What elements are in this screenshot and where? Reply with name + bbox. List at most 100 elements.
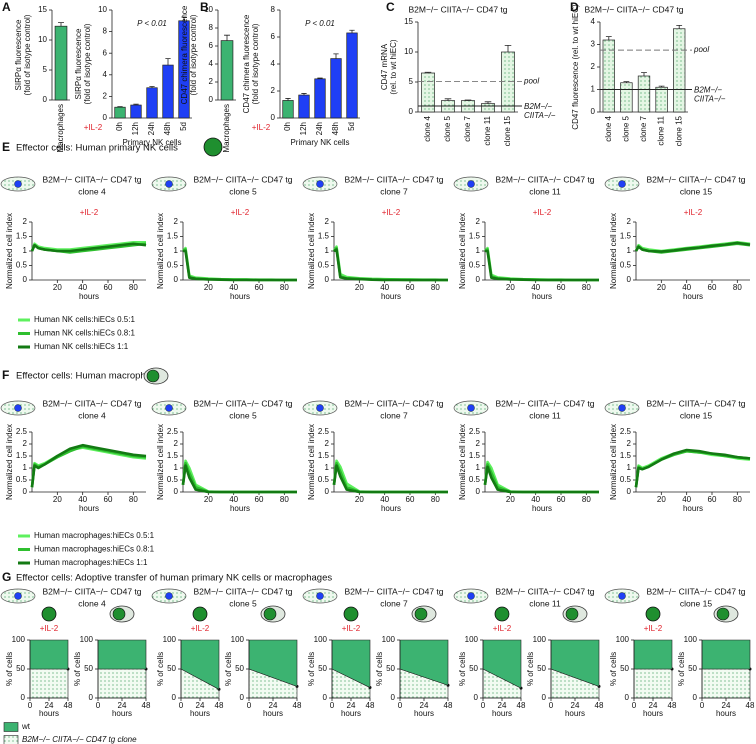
panel-letter: G <box>2 570 11 584</box>
y-tick-label: 0 <box>542 693 547 702</box>
series-line <box>181 464 297 494</box>
x-tick-label: 60 <box>104 283 113 292</box>
y-tick-label: 0 <box>209 95 214 104</box>
x-tick-label: 0h <box>283 122 292 131</box>
x-tick-label: 80 <box>280 283 289 292</box>
y-axis-label: % of cells <box>73 652 82 686</box>
y-axis-label: % of cells <box>677 652 686 686</box>
y-axis-label: SIRPα fluorescence <box>14 19 23 90</box>
y-axis-label: % of cells <box>526 652 535 686</box>
x-axis-label: hours <box>79 504 99 513</box>
error-bar <box>165 58 171 66</box>
y-tick-label: 100 <box>163 635 177 644</box>
y-tick-label: 1 <box>627 246 632 255</box>
chart-subtitle: clone 11 <box>529 186 561 196</box>
nk-cell-icon <box>203 137 223 157</box>
x-tick-label: 40 <box>229 495 238 504</box>
x-axis-label: hours <box>532 292 552 301</box>
y-tick-label: 2 <box>23 217 28 226</box>
y-tick-label: 0.5 <box>620 261 632 270</box>
y-axis-label: Normalized cell index <box>5 424 14 500</box>
annotation: P < 0.01 <box>305 19 335 28</box>
chart-title: B2M−/− CIITA−/− CD47 tg <box>344 398 443 408</box>
error-bar <box>117 106 123 108</box>
series-line <box>483 463 599 494</box>
cell-nucleus <box>316 592 324 600</box>
series-line <box>183 249 297 282</box>
y-tick-label: 0 <box>627 487 632 496</box>
y-axis-label: Normalized cell index <box>156 213 165 289</box>
x-tick-label: 40 <box>682 495 691 504</box>
y-tick-label: 0 <box>89 693 94 702</box>
section-title: Effector cells: Human macrophages <box>16 371 167 382</box>
y-axis-label: % of cells <box>307 652 316 686</box>
x-tick-label: 48 <box>215 701 224 710</box>
chart-title: B2M−/− CIITA−/− CD47 tg <box>646 586 745 596</box>
legend-label: Human NK cells:hiECs 1:1 <box>34 342 129 351</box>
series-line <box>634 241 751 253</box>
error-bar <box>317 77 323 79</box>
y-tick-label: 1.5 <box>16 451 28 460</box>
annotation: +IL-2 <box>342 624 361 633</box>
x-tick-label: 20 <box>506 495 515 504</box>
x-tick-label: 0h <box>115 122 124 131</box>
chart-subtitle: clone 7 <box>380 598 408 608</box>
y-tick-label: 100 <box>382 635 396 644</box>
x-tick-label: 60 <box>557 495 566 504</box>
area <box>97 668 147 699</box>
reference-label: CIITA−/− <box>694 95 726 104</box>
y-axis-label: CD47 fluorescence (rel. to wt hiEC) <box>571 4 580 130</box>
y-tick-label: 1.5 <box>620 232 632 241</box>
y-axis-label: CD47 chimera fluorescence <box>180 5 189 104</box>
y-axis-label: % of cells <box>375 652 384 686</box>
annotation: +IL-2 <box>191 624 210 633</box>
macrophage-nucleus <box>263 607 277 621</box>
x-tick-label: 60 <box>708 495 717 504</box>
chart-title: B2M−/− CIITA−/− CD47 tg <box>344 174 443 184</box>
x-tick-label: clone 15 <box>674 115 683 146</box>
x-tick-label: 12h <box>131 122 140 135</box>
legend-swatch <box>3 722 19 732</box>
x-tick-label: 48 <box>444 701 453 710</box>
y-tick-label: 0.5 <box>318 261 330 270</box>
x-tick-label: 20 <box>204 283 213 292</box>
y-tick-label: 15 <box>404 17 413 26</box>
bar <box>282 100 294 119</box>
y-axis-label: SIRPα fluorescence <box>74 28 83 99</box>
cell-nucleus <box>467 404 475 412</box>
series-line <box>484 248 599 282</box>
y-axis-label: Normalized cell index <box>609 213 618 289</box>
x-tick-label: clone 11 <box>483 115 492 145</box>
chart-subtitle: clone 5 <box>229 186 257 196</box>
x-tick-label: 20 <box>657 283 666 292</box>
chart-subtitle: clone 11 <box>529 410 561 420</box>
y-tick-label: 50 <box>469 664 478 673</box>
y-tick-label: 2 <box>174 439 179 448</box>
chart-title: B2M−/− CIITA−/− CD47 tg <box>495 174 594 184</box>
bar <box>637 75 651 113</box>
reference-label: B2M−/− <box>524 102 552 111</box>
y-axis-label: Normalized cell index <box>458 213 467 289</box>
bar <box>501 51 515 113</box>
y-tick-label: 1 <box>476 463 481 472</box>
x-axis-label: hours <box>381 504 401 513</box>
y-tick-label: 4 <box>103 70 108 79</box>
legend-label: wt <box>21 722 31 731</box>
annotation: +IL-2 <box>493 624 512 633</box>
y-tick-label: 100 <box>80 635 94 644</box>
area <box>701 668 751 699</box>
y-tick-label: 0 <box>240 693 245 702</box>
bar <box>220 40 234 101</box>
y-tick-label: 2 <box>23 439 28 448</box>
x-tick-label: 40 <box>531 495 540 504</box>
y-tick-label: 0 <box>323 693 328 702</box>
nk-cell-icon <box>41 606 57 622</box>
y-axis-label: Normalized cell index <box>609 424 618 500</box>
y-tick-label: 50 <box>318 664 327 673</box>
x-tick-label: 0 <box>247 701 252 710</box>
x-tick-label: 24h <box>147 122 156 135</box>
y-tick-label: 1.5 <box>469 232 481 241</box>
chart-title: B2M−/− CIITA−/− CD47 tg <box>344 586 443 596</box>
y-tick-label: 0 <box>174 275 179 284</box>
